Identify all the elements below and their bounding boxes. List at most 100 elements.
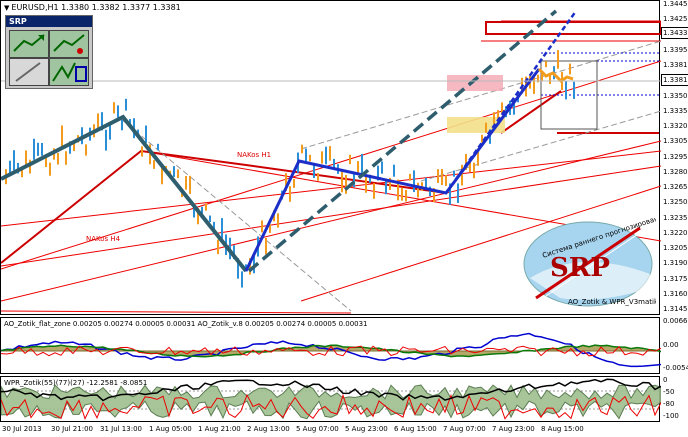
candle bbox=[361, 153, 363, 175]
candle bbox=[537, 74, 539, 83]
candle bbox=[477, 148, 479, 166]
candle bbox=[353, 171, 355, 188]
candle bbox=[309, 154, 311, 162]
candle bbox=[473, 162, 475, 179]
time-tick-label: 30 Jul 2013 bbox=[2, 425, 42, 433]
candle bbox=[345, 174, 347, 194]
candle bbox=[33, 138, 35, 160]
current-price-tag: 1.3381 bbox=[661, 74, 688, 86]
candle bbox=[241, 271, 243, 288]
candle bbox=[265, 238, 267, 255]
wpr-chart-svg bbox=[1, 378, 661, 420]
axis-tick-label: 1.3295 bbox=[663, 152, 688, 161]
axis-tick-label: 1.3425 bbox=[663, 15, 688, 24]
candle bbox=[41, 142, 43, 156]
candle bbox=[65, 151, 67, 165]
trend-up-point-icon[interactable] bbox=[49, 30, 89, 58]
candle bbox=[341, 171, 343, 193]
candle bbox=[177, 169, 179, 179]
candle bbox=[153, 160, 155, 169]
time-tick-label: 2 Aug 13:00 bbox=[247, 425, 290, 433]
candle bbox=[485, 122, 487, 133]
axis-tick-label: 1.3381 bbox=[663, 61, 688, 69]
axis-tick-label: 0.00667 bbox=[663, 317, 688, 325]
candle bbox=[9, 160, 11, 174]
axis-tick-label: 1.3445 bbox=[663, 0, 688, 8]
candle bbox=[441, 169, 443, 185]
candle bbox=[433, 188, 435, 202]
candle bbox=[357, 161, 359, 173]
axis-tick-label: 1.3160 bbox=[663, 289, 688, 298]
candle bbox=[413, 170, 415, 193]
candle bbox=[569, 63, 571, 75]
candle bbox=[313, 164, 315, 178]
axis-tick-label: 0.00 bbox=[663, 340, 679, 349]
zigzag-tool-icon[interactable] bbox=[49, 58, 89, 86]
candle bbox=[397, 179, 399, 201]
candle bbox=[149, 144, 151, 165]
candle bbox=[401, 187, 403, 201]
candle bbox=[209, 215, 211, 223]
candle bbox=[541, 73, 543, 81]
candle bbox=[349, 154, 351, 165]
candle bbox=[189, 175, 191, 194]
time-tick-label: 7 Aug 23:00 bbox=[492, 425, 535, 433]
wpr-pane[interactable]: WPR_Zotik(55)(77)(27) -12.2581 -8.0851 bbox=[0, 376, 661, 422]
candle bbox=[69, 141, 71, 154]
candle bbox=[565, 80, 567, 100]
candle bbox=[501, 102, 503, 114]
candle bbox=[125, 98, 127, 111]
candle bbox=[305, 148, 307, 162]
candle bbox=[117, 105, 119, 118]
candle bbox=[233, 245, 235, 260]
candle bbox=[221, 218, 223, 239]
candle bbox=[445, 174, 447, 186]
candle bbox=[497, 110, 499, 119]
candle bbox=[109, 123, 111, 140]
candle bbox=[49, 162, 51, 176]
ao-indicator-label: AO_Zotik_flat_zone 0.00205 0.00274 0.000… bbox=[4, 320, 368, 328]
top-box-price: 1.3433 bbox=[661, 27, 688, 39]
axis-tick-label: 1.3235 bbox=[663, 213, 688, 222]
candle bbox=[161, 164, 163, 185]
axis-tick-label: 1.3205 bbox=[663, 244, 688, 252]
candle bbox=[185, 176, 187, 190]
price-chart-svg bbox=[1, 9, 661, 314]
srp-panel[interactable]: SRP bbox=[5, 15, 93, 89]
pencil-line-icon[interactable] bbox=[9, 58, 49, 86]
candle bbox=[329, 146, 331, 161]
logo-mark: SRP bbox=[550, 253, 610, 283]
candle bbox=[557, 50, 559, 69]
candle bbox=[545, 61, 547, 68]
candle bbox=[113, 102, 115, 114]
candle bbox=[457, 183, 459, 203]
candle bbox=[253, 254, 255, 274]
candle bbox=[285, 173, 287, 191]
ao-axis: 0.00667 0.00 -0.00541 bbox=[660, 317, 688, 374]
candle bbox=[261, 220, 263, 233]
price-pane[interactable]: ▼ EURUSD,H1 1.3380 1.3382 1.3377 1.3381 S… bbox=[0, 0, 661, 315]
candle bbox=[29, 159, 31, 174]
candle bbox=[365, 175, 367, 193]
logo-footer: AO_Zotik & WPR_V3matik bbox=[568, 298, 656, 306]
axis-tick-label: 1.3250 bbox=[663, 198, 688, 207]
candle bbox=[333, 158, 335, 169]
candle bbox=[469, 160, 471, 173]
candle bbox=[573, 81, 575, 99]
candle bbox=[321, 151, 323, 164]
candle bbox=[141, 146, 143, 157]
candle bbox=[45, 156, 47, 168]
axis-tick-label: 1.3335 bbox=[663, 106, 688, 115]
annotation-nak-h4: NAKos H4 bbox=[86, 235, 121, 243]
candle bbox=[409, 173, 411, 181]
axis-tick-label: 1.3305 bbox=[663, 137, 688, 146]
candle bbox=[145, 125, 147, 143]
candle bbox=[85, 144, 87, 156]
candle bbox=[513, 102, 515, 115]
trend-up-icon[interactable] bbox=[9, 30, 49, 58]
collapse-triangle-icon[interactable]: ▼ bbox=[4, 4, 10, 12]
candle bbox=[37, 142, 39, 156]
candle bbox=[393, 164, 395, 177]
ao-pane[interactable]: AO_Zotik_flat_zone 0.00205 0.00274 0.000… bbox=[0, 317, 661, 374]
